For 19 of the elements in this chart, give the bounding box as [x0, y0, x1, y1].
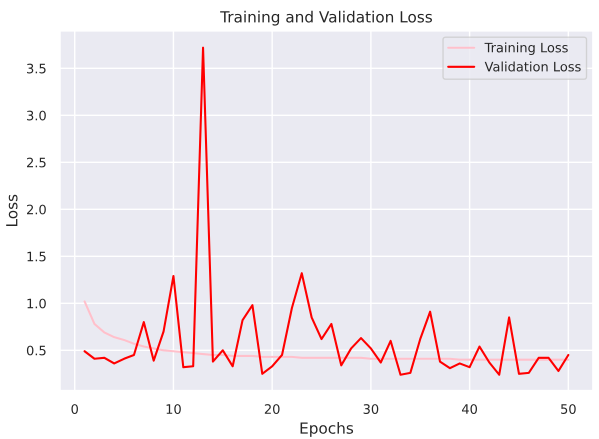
x-tick-label: 40	[462, 404, 478, 414]
y-tick-label: 3.5	[27, 64, 46, 74]
y-tick-label: 1.5	[27, 252, 46, 262]
line-series	[84, 300, 570, 361]
legend-label: Training Loss	[484, 42, 568, 55]
y-tick-label: 2.5	[27, 158, 46, 168]
x-tick-label: 20	[264, 404, 280, 414]
y-tick-label: 0.5	[26, 346, 46, 356]
y-axis-title: Loss	[6, 194, 18, 226]
chart-title: Training and Validation Loss	[220, 10, 432, 26]
y-tick-label: 1.0	[27, 298, 46, 308]
y-tick-label: 3.0	[27, 110, 46, 120]
x-tick-label: 30	[364, 404, 378, 414]
y-tick-label: 2.0	[27, 204, 46, 214]
legend-label: Validation Loss	[484, 61, 581, 72]
x-axis-title: Epochs	[300, 422, 354, 437]
x-tick-label: 10	[166, 404, 181, 414]
x-tick-label: 50	[561, 404, 576, 414]
x-tick-label: 0	[71, 404, 78, 414]
